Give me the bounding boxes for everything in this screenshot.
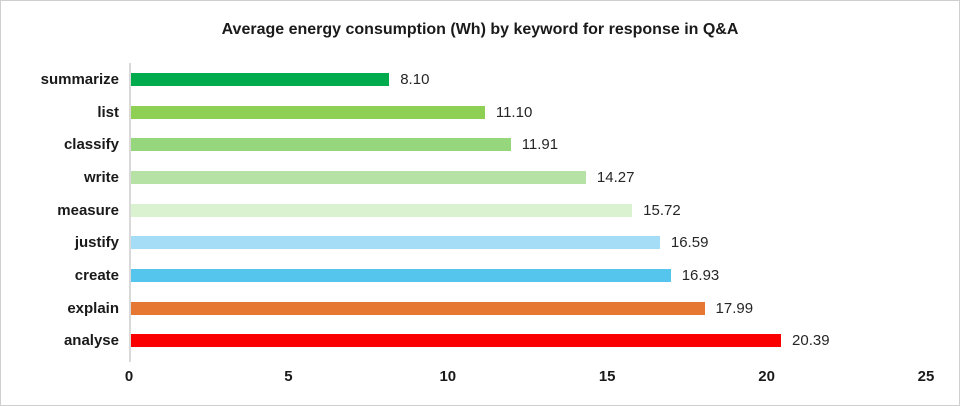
category-label: classify bbox=[63, 136, 119, 154]
bar bbox=[131, 268, 671, 282]
category-label: explain bbox=[67, 299, 119, 317]
value-label: 15.72 bbox=[643, 201, 681, 219]
bar bbox=[131, 138, 511, 152]
category-label: measure bbox=[57, 201, 119, 219]
value-label: 14.27 bbox=[596, 168, 635, 186]
bar bbox=[131, 301, 705, 315]
bar bbox=[131, 334, 782, 348]
value-label: 20.39 bbox=[792, 332, 830, 350]
axis-tick-mark bbox=[129, 357, 131, 362]
x-tick-label: 20 bbox=[758, 368, 775, 385]
bar-row: 17.99 bbox=[131, 292, 928, 325]
category-label: write bbox=[83, 168, 119, 186]
x-tick-label: 5 bbox=[284, 368, 293, 385]
value-label: 8.10 bbox=[400, 70, 430, 88]
value-label: 16.93 bbox=[681, 266, 720, 284]
x-tick-label: 10 bbox=[439, 368, 457, 385]
category-label: summarize bbox=[40, 70, 119, 88]
value-label: 17.99 bbox=[715, 299, 754, 317]
category-label: justify bbox=[74, 234, 119, 252]
value-label: 11.10 bbox=[495, 103, 533, 121]
category-axis: summarize list classify write measure justify… bbox=[1, 63, 119, 357]
bar bbox=[131, 72, 390, 86]
bar-row: 11.10 bbox=[131, 96, 928, 129]
x-axis: 0 5 10 15 20 25 bbox=[125, 368, 935, 390]
value-label: 16.59 bbox=[670, 234, 709, 252]
x-tick-label: 15 bbox=[598, 368, 616, 385]
bar bbox=[131, 203, 633, 217]
category-label: analyse bbox=[63, 332, 119, 350]
category-label: list bbox=[97, 103, 119, 121]
bar-row: 11.91 bbox=[131, 128, 928, 161]
plot-area: 8.10 11.10 11.91 14.27 15.72 16.59 16.93 17.99 2… bbox=[129, 63, 928, 357]
value-label: 11.91 bbox=[521, 136, 559, 154]
bar-row: 20.39 bbox=[131, 324, 928, 357]
x-tick-label: 25 bbox=[917, 368, 935, 385]
bar-row: 14.27 bbox=[131, 161, 928, 194]
bar bbox=[131, 105, 485, 119]
chart-title: Average energy consumption (Wh) by keywo… bbox=[221, 21, 739, 38]
bar-row: 15.72 bbox=[131, 194, 928, 227]
x-tick-label: 0 bbox=[124, 368, 134, 385]
bar-row: 16.93 bbox=[131, 259, 928, 292]
bar bbox=[131, 236, 660, 250]
bar-row: 16.59 bbox=[131, 226, 928, 259]
category-label: create bbox=[74, 266, 119, 284]
bar-row: 8.10 bbox=[131, 63, 928, 96]
bar bbox=[131, 170, 586, 184]
